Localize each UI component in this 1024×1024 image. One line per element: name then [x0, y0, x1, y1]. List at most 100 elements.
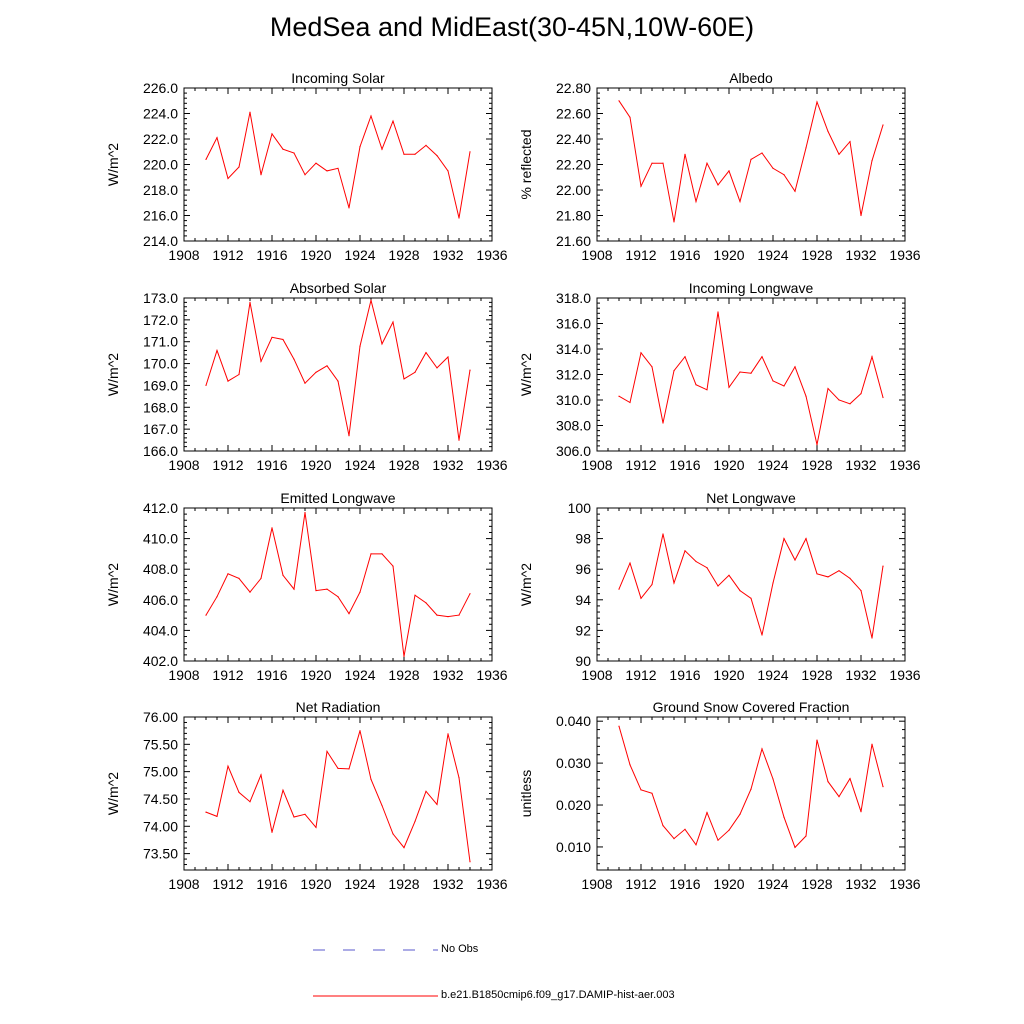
data-point: [359, 345, 361, 347]
data-point: [326, 365, 328, 367]
data-point: [337, 596, 339, 598]
data-point: [227, 177, 229, 180]
y-tick-label: 92: [575, 622, 591, 638]
data-point: [772, 778, 774, 780]
data-point: [282, 574, 284, 576]
data-point: [772, 380, 774, 382]
data-point: [662, 162, 664, 164]
x-tick-label: 1920: [713, 247, 744, 263]
data-point: [871, 356, 873, 358]
data-point: [860, 590, 862, 592]
x-tick-label: 1912: [625, 667, 656, 683]
data-point: [827, 576, 829, 578]
y-tick-label: 22.80: [556, 80, 591, 96]
panel-title: Albedo: [729, 70, 773, 86]
x-tick-label: 1924: [344, 667, 375, 683]
data-point: [805, 395, 807, 397]
data-point: [794, 366, 796, 368]
y-tick-label: 74.50: [143, 791, 178, 807]
x-tick-label: 1912: [212, 876, 243, 892]
x-tick-label: 1924: [344, 247, 375, 263]
data-point: [673, 221, 675, 223]
panel-absorbed-solar: Absorbed Solar W/m^2 1908 1912 1916 1920 1924 1…: [105, 280, 508, 473]
data-point: [750, 597, 752, 599]
data-point: [838, 399, 840, 401]
data-point: [348, 613, 350, 615]
data-point: [827, 387, 829, 390]
data-point: [838, 570, 840, 572]
y-tick-label: 408.0: [143, 561, 178, 577]
data-point: [326, 588, 328, 590]
y-tick-label: 22.60: [556, 106, 591, 122]
y-tick-label: 167.0: [143, 421, 178, 437]
data-point: [849, 403, 851, 405]
y-tick-label: 171.0: [143, 334, 178, 350]
data-point: [761, 356, 763, 358]
data-point: [447, 356, 449, 358]
data-point: [629, 401, 631, 404]
data-point: [392, 565, 394, 567]
x-tick-label: 1936: [476, 247, 507, 263]
data-point: [216, 349, 218, 352]
data-point: [425, 602, 427, 604]
x-tick-label: 1908: [581, 876, 612, 892]
data-point: [436, 155, 438, 157]
x-tick-label: 1916: [256, 876, 287, 892]
data-point: [684, 356, 686, 358]
x-tick-label: 1908: [168, 876, 199, 892]
y-axis-label: W/m^2: [518, 563, 534, 606]
data-point: [728, 386, 730, 388]
data-point: [458, 217, 460, 219]
x-tick-label: 1920: [713, 876, 744, 892]
data-point: [860, 214, 862, 217]
x-tick-label: 1936: [889, 247, 920, 263]
data-point: [381, 804, 383, 807]
data-point: [629, 764, 631, 766]
x-tick-label: 1936: [889, 876, 920, 892]
data-point: [673, 838, 675, 840]
data-point: [651, 583, 653, 586]
data-point: [425, 144, 427, 146]
data-point: [370, 778, 372, 780]
panel-incoming-solar: Incoming Solar W/m^2 1908 1912 1916 1920 1924 1…: [105, 70, 508, 263]
data-point: [249, 591, 251, 593]
data-point: [706, 567, 708, 569]
data-point: [304, 511, 306, 514]
data-point: [238, 577, 240, 580]
x-tick-label: 1936: [476, 457, 507, 473]
x-tick-label: 1912: [625, 247, 656, 263]
y-tick-label: 168.0: [143, 399, 178, 415]
y-tick-label: 0.040: [556, 713, 591, 729]
data-point: [706, 162, 708, 164]
data-point: [728, 170, 730, 172]
x-tick-label: 1916: [669, 457, 700, 473]
data-point: [640, 597, 642, 599]
data-point: [783, 174, 785, 176]
data-point: [728, 829, 730, 831]
data-point: [293, 816, 295, 818]
data-point: [761, 634, 763, 636]
data-point: [871, 743, 873, 745]
x-tick-label: 1920: [713, 457, 744, 473]
x-tick-label: 1932: [432, 457, 463, 473]
y-tick-label: 0.030: [556, 755, 591, 771]
y-tick-label: 0.010: [556, 839, 591, 855]
panel-albedo: Albedo % reflected 1908 1912 1916 1920 1924 192…: [518, 70, 921, 263]
data-point: [469, 151, 471, 153]
y-tick-label: 0.020: [556, 797, 591, 813]
data-point: [805, 538, 807, 540]
y-tick-label: 22.00: [556, 182, 591, 198]
data-point: [772, 167, 774, 169]
data-point: [249, 111, 251, 113]
y-axis-label: W/m^2: [105, 563, 121, 606]
data-point: [469, 369, 471, 371]
panel-emitted-longwave: Emitted Longwave W/m^2 1908 1912 1916 1920 192…: [105, 490, 508, 683]
data-point: [381, 343, 383, 345]
data-point: [662, 422, 664, 424]
data-point: [326, 170, 328, 172]
x-tick-label: 1932: [432, 247, 463, 263]
data-point: [326, 750, 328, 753]
data-point: [849, 577, 851, 580]
